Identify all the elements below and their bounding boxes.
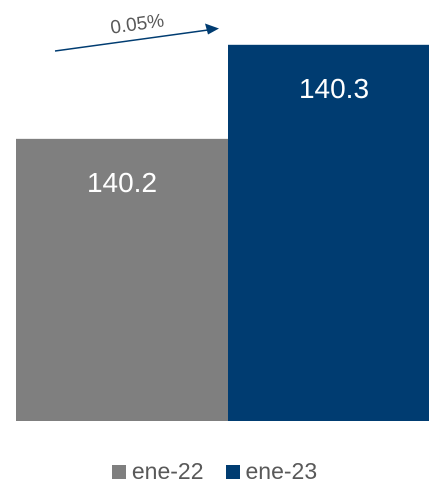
change-annotation: 0.05%	[109, 10, 165, 38]
data-label-ene-22: 140.2	[87, 167, 157, 198]
legend-item-ene-22: ene-22	[111, 458, 204, 485]
change-arrow	[54, 29, 209, 52]
bar-ene-22	[16, 138, 228, 421]
bar-ene-23	[228, 44, 429, 422]
legend-item-ene-23: ene-23	[225, 458, 318, 485]
legend-label-ene-23: ene-23	[245, 458, 318, 484]
legend-label-ene-22: ene-22	[131, 458, 204, 484]
legend-swatch-ene-23	[225, 464, 240, 479]
data-label-ene-23: 140.3	[299, 73, 369, 104]
legend: ene-22 ene-23	[0, 458, 429, 485]
change-arrow-head	[205, 23, 219, 35]
legend-swatch-ene-22	[111, 464, 126, 479]
